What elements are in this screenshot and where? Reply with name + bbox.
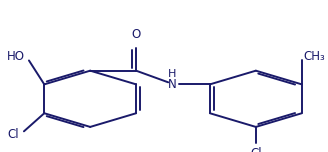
Text: HO: HO [7,50,25,63]
Text: Cl: Cl [250,147,262,152]
Text: Cl: Cl [7,128,19,141]
Text: O: O [132,28,141,41]
Text: N: N [168,78,176,91]
Text: CH₃: CH₃ [303,50,325,63]
Text: H: H [168,69,176,79]
